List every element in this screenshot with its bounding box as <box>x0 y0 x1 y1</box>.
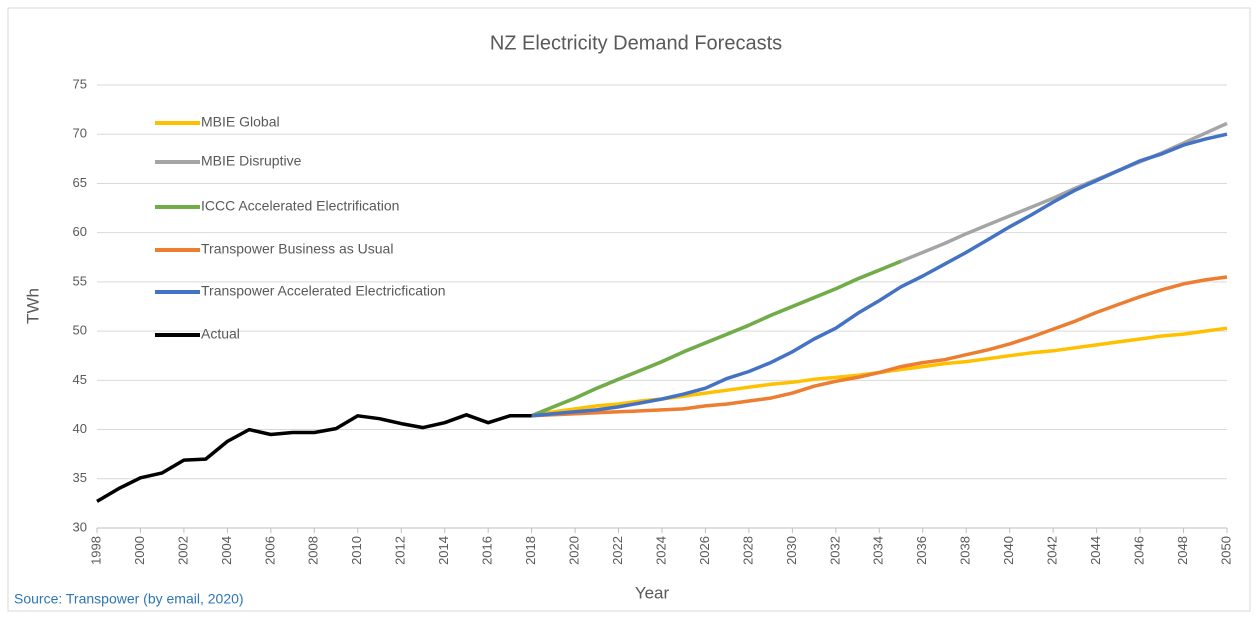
series-line <box>531 275 1228 418</box>
y-tick-label: 55 <box>73 273 87 288</box>
x-tick-label: 2012 <box>393 536 408 565</box>
series-line <box>96 413 532 503</box>
legend-label: MBIE Disruptive <box>201 153 302 169</box>
y-tick-label: 75 <box>73 76 87 91</box>
y-tick-label: 40 <box>73 421 87 436</box>
x-tick-label: 2046 <box>1132 536 1147 565</box>
x-tick-label: 2024 <box>653 536 668 565</box>
legend-label: MBIE Global <box>201 114 280 130</box>
x-tick-label: 2018 <box>523 536 538 565</box>
source-note: Source: Transpower (by email, 2020) <box>14 591 244 607</box>
x-tick-label: 2038 <box>958 536 973 565</box>
x-tick-label: 2048 <box>1175 536 1190 565</box>
x-axis-label: Year <box>635 583 670 602</box>
x-tick-label: 1998 <box>88 536 103 565</box>
x-tick-label: 2014 <box>436 536 451 565</box>
y-tick-label: 30 <box>73 519 87 534</box>
y-tick-label: 70 <box>73 126 87 141</box>
y-tick-label: 60 <box>73 224 87 239</box>
x-tick-label: 2008 <box>306 536 321 565</box>
x-tick-label: 2030 <box>784 536 799 565</box>
legend-label: ICCC Accelerated Electrification <box>201 198 399 214</box>
series-line <box>530 259 902 418</box>
x-tick-label: 2010 <box>349 536 364 565</box>
legend-label: Transpower Accelerated Electricfication <box>201 283 446 299</box>
chart-title: NZ Electricity Demand Forecasts <box>490 32 782 54</box>
x-tick-label: 2022 <box>610 536 625 565</box>
x-tick-label: 2044 <box>1088 536 1103 565</box>
x-tick-label: 2028 <box>740 536 755 565</box>
y-tick-label: 45 <box>73 372 87 387</box>
x-tick-label: 2002 <box>175 536 190 565</box>
legend-label: Actual <box>201 326 240 342</box>
legend-label: Transpower Business as Usual <box>201 241 393 257</box>
x-tick-label: 2040 <box>1001 536 1016 565</box>
series-line <box>531 132 1228 418</box>
x-tick-label: 2020 <box>567 536 582 565</box>
x-tick-label: 2004 <box>219 536 234 565</box>
x-tick-label: 2050 <box>1218 536 1233 565</box>
y-axis-label: TWh <box>23 288 42 324</box>
y-tick-label: 65 <box>73 175 87 190</box>
x-tick-label: 2026 <box>697 536 712 565</box>
x-tick-label: 2006 <box>262 536 277 565</box>
x-tick-label: 2016 <box>480 536 495 565</box>
x-tick-label: 2032 <box>827 536 842 565</box>
x-tick-label: 2042 <box>1045 536 1060 565</box>
y-tick-label: 35 <box>73 470 87 485</box>
x-tick-label: 2036 <box>914 536 929 565</box>
x-tick-label: 2034 <box>871 536 886 565</box>
x-tick-label: 2000 <box>132 536 147 565</box>
y-tick-label: 50 <box>73 323 87 338</box>
chart-border <box>7 7 1251 612</box>
